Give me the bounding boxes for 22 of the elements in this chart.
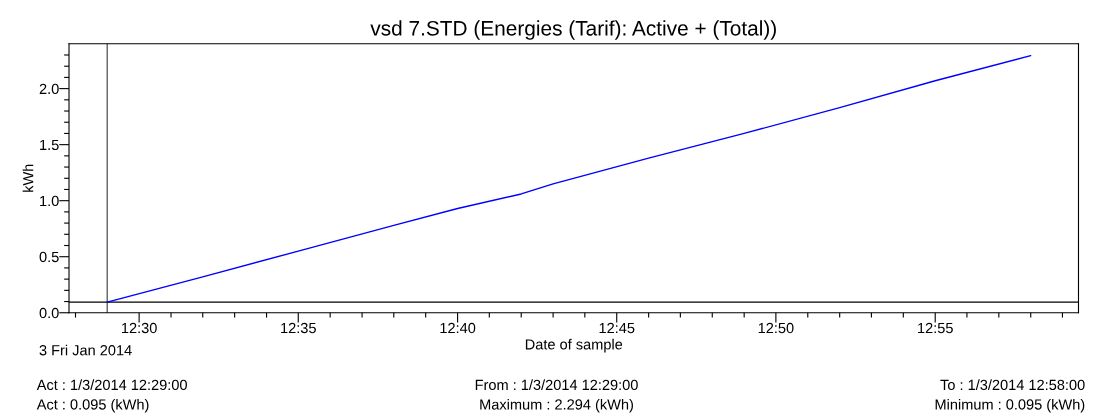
- y-tick-label: 0.5: [39, 251, 59, 263]
- x-tick-label: 12:30: [121, 322, 157, 334]
- x-axis-title: Date of sample: [525, 338, 623, 353]
- x-tick-label: 12:35: [281, 322, 316, 334]
- text: Minimum : 0.095 (kWh): [935, 398, 1085, 413]
- text: Maximum : 2.294 (kWh): [480, 398, 633, 413]
- x-tick-label: 12:55: [918, 322, 953, 334]
- chart-title: vsd 7.STD (Energies (Tarif): Active + (Total)): [370, 20, 776, 40]
- x-tick-label: 12:45: [599, 322, 635, 334]
- y-tick-label: 1.0: [40, 195, 59, 207]
- y-tick-label: 0.0: [39, 307, 59, 319]
- text: From : 1/3/2014 12:29:00: [475, 379, 638, 391]
- x-tick-label: 12:40: [440, 322, 476, 334]
- y-tick-label: 2.0: [39, 83, 59, 95]
- y-tick-label: 1.5: [40, 139, 59, 151]
- y-axis-title: kWh: [22, 164, 34, 192]
- x-tick-label: 12:50: [758, 322, 794, 334]
- line-series: [106, 54, 1032, 303]
- text: 3 Fri Jan 2014: [39, 344, 132, 356]
- text: Act : 1/3/2014 12:29:00: [36, 379, 187, 391]
- text: Act : 0.095 (kWh): [36, 398, 149, 413]
- text: To : 1/3/2014 12:58:00: [940, 379, 1085, 391]
